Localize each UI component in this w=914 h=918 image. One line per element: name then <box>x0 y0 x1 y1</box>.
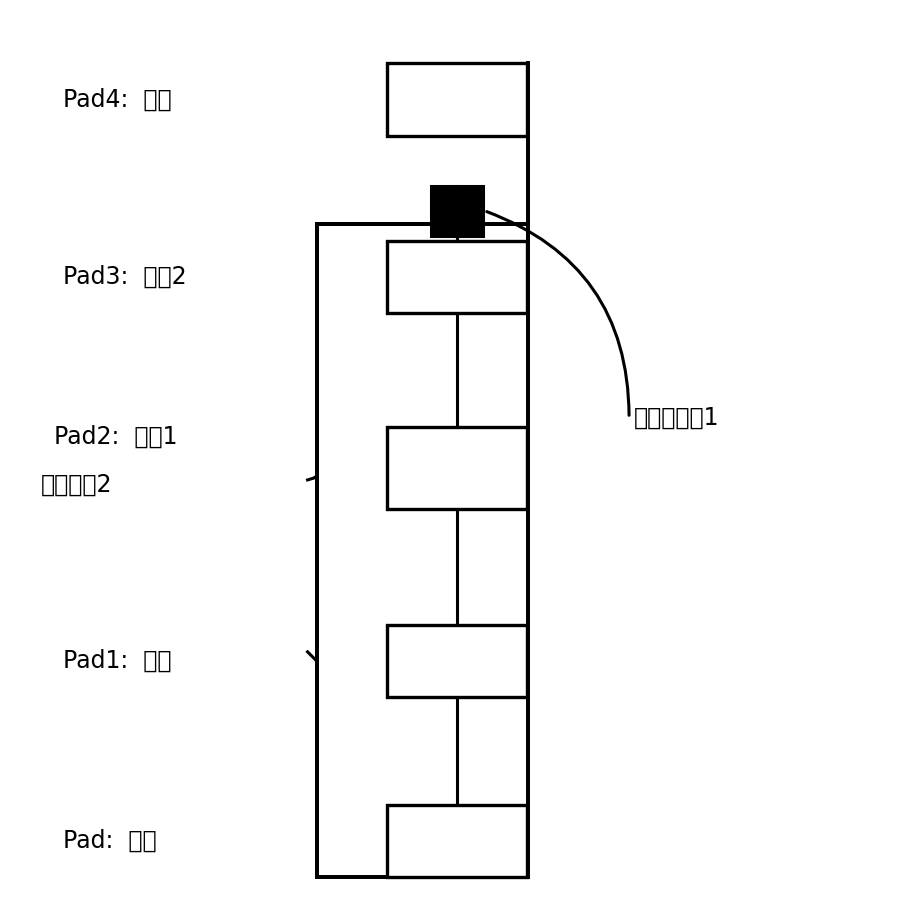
Text: Pad:  衙底: Pad: 衙底 <box>63 829 156 853</box>
Bar <box>387 63 527 136</box>
Text: Pad2:  漏极1: Pad2: 漏极1 <box>54 424 177 448</box>
Bar <box>430 185 484 236</box>
FancyArrowPatch shape <box>487 212 629 415</box>
Text: 金属引眲2: 金属引眲2 <box>40 473 112 497</box>
Text: 被测试器件1: 被测试器件1 <box>633 406 719 430</box>
Bar <box>387 241 527 313</box>
Bar <box>387 805 527 878</box>
Bar <box>387 624 527 698</box>
Text: Pad1:  栅极: Pad1: 栅极 <box>63 649 172 673</box>
Text: Pad4:  源极: Pad4: 源极 <box>63 88 172 112</box>
Bar <box>387 427 527 509</box>
Text: Pad3:  漏极2: Pad3: 漏极2 <box>63 265 186 289</box>
